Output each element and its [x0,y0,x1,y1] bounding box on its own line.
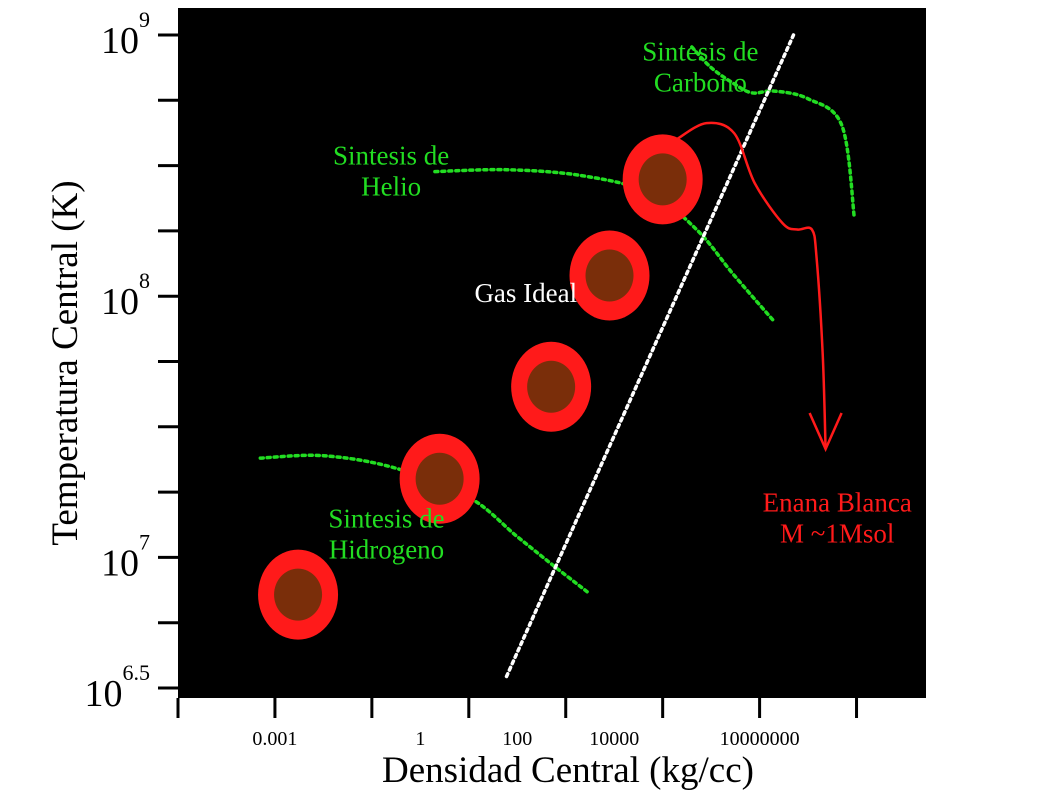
annotation-1: Sintesis de Carbono [642,36,758,97]
y-tick-label-3: 108 [101,268,150,323]
y-tick-label-base: 10 [101,20,139,62]
star-core-4 [585,249,634,302]
y-tick-label-base: 10 [85,673,123,715]
y-tick-label-base: 10 [101,542,139,584]
annotation-2-line-2: Helio [361,171,421,201]
y-tick-label-exponent: 9 [139,7,150,32]
y-axis-title: Temperatura Central (K) [45,180,86,545]
annotation-4: Sintesis de Hidrogeno [328,504,444,565]
star-core-3 [527,360,576,413]
x-tick-label-3: 100 [502,728,532,750]
x-tick-label-1: 0.001 [252,728,297,750]
y-tick-label-1: 106.5 [85,660,151,715]
annotation-3: Gas Ideal [474,278,577,308]
track-arrowhead [808,412,843,453]
annotation-5: Enana Blanca M ~1Msol [763,487,912,548]
x-axis-title: Densidad Central (kg/cc) [382,750,754,791]
annotation-3-line-1: Gas Ideal [474,278,577,308]
region-curve-carbono [690,45,857,220]
annotation-4-line-1: Sintesis de [328,504,444,534]
y-tick-label-4: 109 [101,7,150,62]
star-core-1 [274,568,323,621]
annotation-5-line-2: M ~1Msol [780,518,894,548]
y-tick-label-2: 107 [101,529,150,584]
x-tick-label-5: 10000000 [720,728,800,750]
annotation-5-line-1: Enana Blanca [763,487,912,517]
y-tick-label-base: 10 [101,281,139,323]
evolution-track [676,121,827,450]
x-tick-label-2: 1 [415,728,425,750]
annotation-4-line-2: Hidrogeno [329,535,444,565]
x-tick-label-4: 10000 [589,728,639,750]
annotation-1-line-1: Sintesis de [642,36,758,66]
degeneracy-line [504,33,796,679]
star-core-2 [415,452,464,505]
annotation-2: Sintesis de Helio [333,140,449,201]
y-tick-label-exponent: 8 [139,268,150,293]
y-tick-label-exponent: 6.5 [123,660,151,685]
annotation-1-line-2: Carbono [654,67,747,97]
star-core-5 [638,153,687,206]
y-tick-label-exponent: 7 [139,529,150,554]
annotation-2-line-1: Sintesis de [333,140,449,170]
